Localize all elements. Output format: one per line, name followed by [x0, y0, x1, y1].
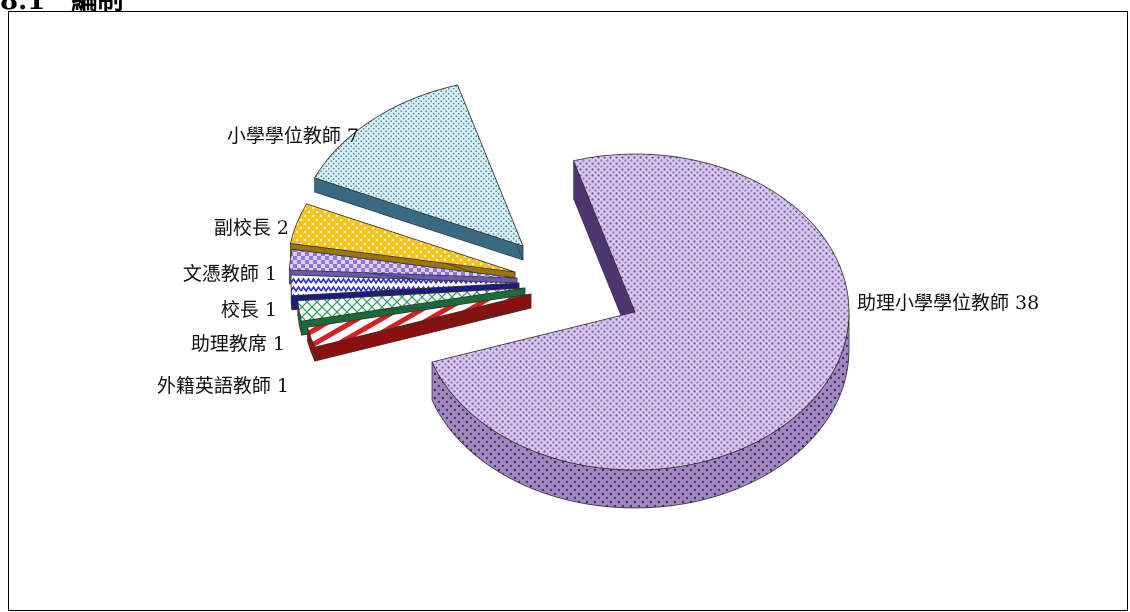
data-label: 外籍英語教師 1 — [157, 375, 289, 397]
pie-chart: 助理小學學位教師 38 小學學位教師 7 副校長 2 文憑教師 1 校長 1 助理教席 1… — [157, 84, 1039, 509]
data-label: 文憑教師 1 — [183, 263, 277, 285]
chart-frame: 助理小學學位教師 38 小學學位教師 7 副校長 2 文憑教師 1 校長 1 助理教席 1… — [8, 11, 1128, 611]
data-label: 校長 1 — [221, 299, 277, 321]
data-label: 助理小學學位教師 38 — [857, 292, 1039, 314]
pie-slice — [313, 84, 524, 261]
pie-slice — [431, 153, 850, 509]
data-label: 小學學位教師 7 — [227, 125, 359, 147]
pie-slice — [306, 293, 532, 362]
data-label: 副校長 2 — [214, 217, 289, 239]
data-label: 助理教席 1 — [191, 333, 285, 355]
